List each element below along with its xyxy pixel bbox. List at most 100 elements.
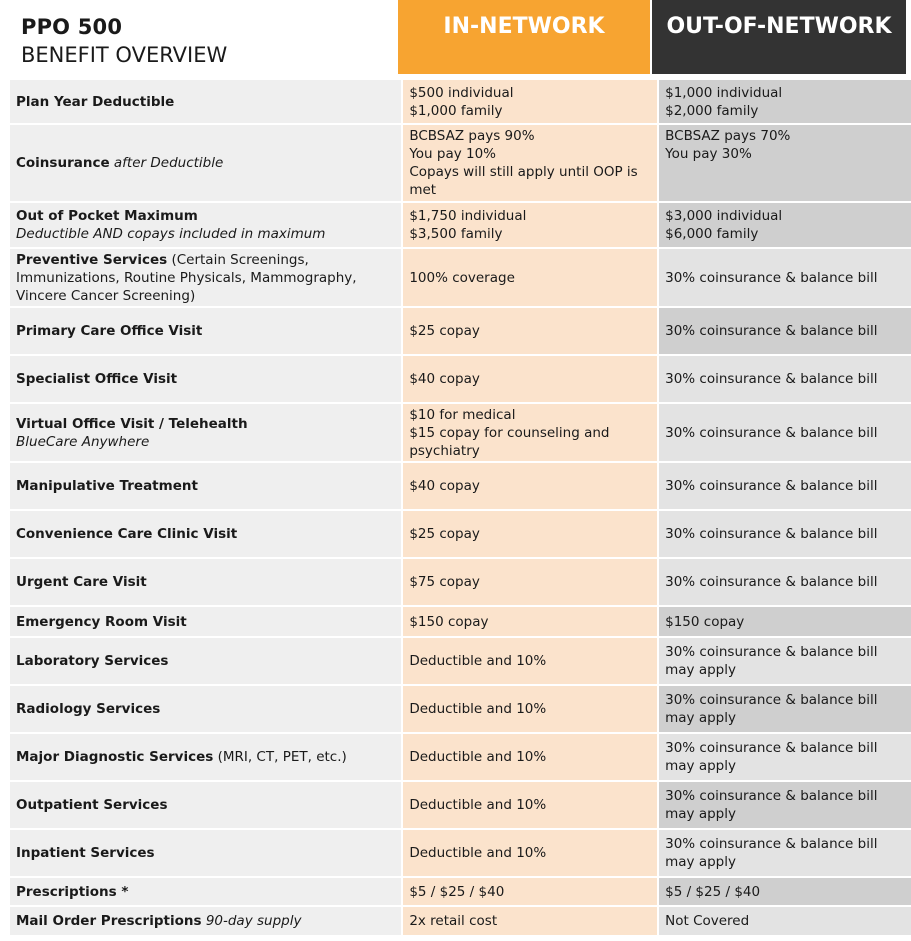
out-network-cell: 30% coinsurance & balance bill may apply [657, 638, 911, 684]
benefit-label-cell: Inpatient Services [10, 830, 402, 876]
in-network-cell: Deductible and 10% [401, 782, 658, 828]
out-network-value: 30% coinsurance & balance bill may apply [665, 740, 878, 774]
in-network-cell: $25 copay [401, 308, 658, 354]
in-network-value: $1,000 family [409, 102, 503, 119]
out-network-value: $3,000 individual [665, 208, 783, 224]
out-network-cell: $5 / $25 / $40 [657, 878, 911, 905]
in-network-cell: BCBSAZ pays 90% You pay 10% Copays will st… [401, 125, 658, 201]
benefit-label-cell: Virtual Office Visit / Telehealth BlueCar… [10, 404, 402, 461]
in-network-cell: $40 copay [401, 356, 658, 402]
benefit-label: Urgent Care Visit [16, 574, 147, 590]
out-network-cell: 30% coinsurance & balance bill [657, 463, 911, 509]
benefit-label: Specialist Office Visit [16, 371, 178, 387]
out-network-value: $2,000 family [665, 102, 759, 119]
in-network-cell: $25 copay [401, 511, 658, 557]
in-network-value: Copays will still apply until OOP is met [409, 164, 638, 198]
benefit-label: Inpatient Services [16, 845, 155, 861]
in-network-value: $15 copay for counseling and psychiatry [409, 424, 610, 459]
in-network-cell: 100% coverage [401, 249, 658, 306]
out-network-cell: 30% coinsurance & balance bill may apply [657, 686, 911, 732]
out-network-value: 30% coinsurance & balance bill [665, 478, 878, 494]
in-network-value: Deductible and 10% [409, 749, 547, 765]
table-row: Inpatient Services Deductible and 10% 30% … [10, 830, 911, 876]
in-network-value: $75 copay [409, 574, 480, 590]
table-row: Primary Care Office Visit $25 copay 30% co… [10, 308, 911, 354]
header: PPO 500 BENEFIT OVERVIEW IN-NETWORK OUT-… [0, 0, 911, 74]
table-row: Outpatient Services Deductible and 10% 30%… [10, 782, 911, 828]
out-network-value: You pay 30% [665, 146, 752, 162]
in-network-cell: $5 / $25 / $40 [401, 878, 658, 905]
in-network-cell: Deductible and 10% [401, 638, 658, 684]
table-row: Plan Year Deductible $500 individual $1,00… [10, 80, 911, 123]
table-row: Mail Order Prescriptions 90-day supply 2x… [10, 907, 911, 935]
table-row: Radiology Services Deductible and 10% 30% … [10, 686, 911, 732]
in-network-value: $40 copay [409, 478, 480, 494]
benefits-table: Plan Year Deductible $500 individual $1,00… [10, 78, 911, 937]
benefit-label-detail: (Certain Screenings, Immunizations, Rout… [16, 251, 357, 304]
in-network-cell: Deductible and 10% [401, 830, 658, 876]
benefit-label: Mail Order Prescriptions [16, 913, 202, 929]
benefit-label: Virtual Office Visit / Telehealth [16, 415, 248, 432]
in-network-cell: Deductible and 10% [401, 686, 658, 732]
out-network-value: 30% coinsurance & balance bill may apply [665, 788, 878, 822]
in-network-cell: $1,750 individual $3,500 family [401, 203, 658, 247]
benefit-label-cell: Convenience Care Clinic Visit [10, 511, 402, 557]
table-row: Specialist Office Visit $40 copay 30% coin… [10, 356, 911, 402]
table-row: Manipulative Treatment $40 copay 30% coins… [10, 463, 911, 509]
in-network-value: Deductible and 10% [409, 797, 547, 813]
benefit-label-cell: Out of Pocket Maximum Deductible AND copa… [10, 203, 402, 247]
out-network-value: 30% coinsurance & balance bill [665, 323, 878, 339]
benefit-label-cell: Manipulative Treatment [10, 463, 402, 509]
out-network-value: $5 / $25 / $40 [665, 883, 761, 900]
benefit-label-subtext: BlueCare Anywhere [16, 433, 150, 450]
benefit-label: Out of Pocket Maximum [16, 208, 198, 224]
plan-title: PPO 500 [21, 15, 123, 39]
plan-subtitle: BENEFIT OVERVIEW [21, 43, 228, 67]
out-network-cell: 30% coinsurance & balance bill [657, 559, 911, 605]
out-network-value: 30% coinsurance & balance bill may apply [665, 644, 878, 678]
benefit-label-cell: Radiology Services [10, 686, 402, 732]
out-network-value: 30% coinsurance & balance bill [665, 574, 878, 590]
in-network-value: $1,750 individual [409, 208, 527, 224]
benefit-label: Emergency Room Visit [16, 613, 187, 630]
in-network-value: $150 copay [409, 613, 489, 630]
in-network-value: Deductible and 10% [409, 653, 547, 669]
benefit-label: Laboratory Services [16, 653, 169, 669]
benefit-label: Outpatient Services [16, 797, 168, 813]
benefit-label-cell: Preventive Services (Certain Screenings,… [10, 249, 402, 306]
out-network-value: 30% coinsurance & balance bill [665, 269, 878, 286]
title-block: PPO 500 BENEFIT OVERVIEW [0, 0, 398, 74]
benefit-label-cell: Major Diagnostic Services (MRI, CT, PET,… [10, 734, 402, 780]
in-network-value: $40 copay [409, 371, 480, 387]
in-network-cell: $75 copay [401, 559, 658, 605]
benefit-label-cell: Laboratory Services [10, 638, 402, 684]
out-network-cell: 30% coinsurance & balance bill [657, 308, 911, 354]
out-network-value: 30% coinsurance & balance bill [665, 424, 878, 441]
table-row: Out of Pocket Maximum Deductible AND copa… [10, 203, 911, 247]
in-network-cell: $10 for medical $15 copay for counseling … [401, 404, 658, 461]
benefit-label: Plan Year Deductible [16, 93, 175, 110]
in-network-value: $10 for medical [409, 406, 516, 423]
out-network-value: $1,000 individual [665, 84, 783, 101]
out-network-value: Not Covered [665, 913, 750, 929]
benefit-label-subtext: Deductible AND copays included in maximu… [16, 226, 326, 242]
out-network-cell: 30% coinsurance & balance bill may apply [657, 782, 911, 828]
out-network-cell: $3,000 individual $6,000 family [657, 203, 911, 247]
in-network-value: Deductible and 10% [409, 701, 547, 717]
in-network-cell: $150 copay [401, 607, 658, 636]
in-network-value: $500 individual [409, 84, 514, 101]
in-network-value: $3,500 family [409, 226, 503, 242]
table-row: Prescriptions * $5 / $25 / $40 $5 / $25 / … [10, 878, 911, 905]
table-row: Virtual Office Visit / Telehealth BlueCar… [10, 404, 911, 461]
out-network-value: 30% coinsurance & balance bill [665, 526, 878, 542]
benefit-label-cell: Mail Order Prescriptions 90-day supply [10, 907, 402, 935]
benefit-label-cell: Outpatient Services [10, 782, 402, 828]
out-network-header: OUT-OF-NETWORK [652, 0, 906, 74]
out-network-value: BCBSAZ pays 70% [665, 128, 791, 144]
in-network-value: You pay 10% [409, 146, 497, 162]
benefit-label-qualifier: 90-day supply [205, 913, 302, 929]
benefit-label-cell: Coinsurance after Deductible [10, 125, 402, 201]
out-network-cell: 30% coinsurance & balance bill [657, 249, 911, 306]
out-network-cell: BCBSAZ pays 70% You pay 30% [657, 125, 911, 201]
